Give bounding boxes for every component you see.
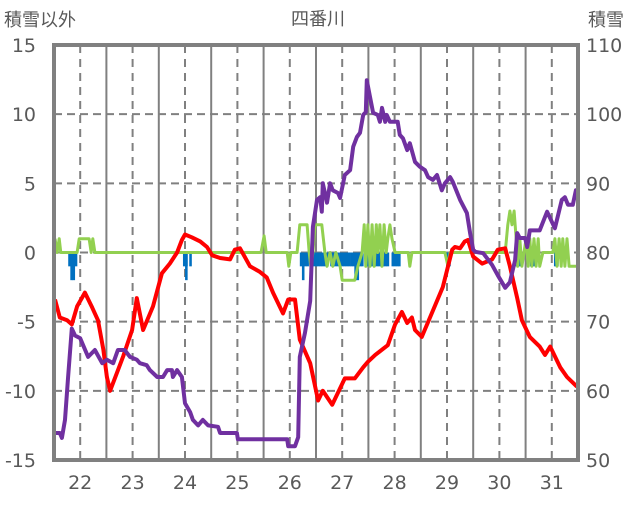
left-y-axis: 15 10 5 0 -5 -10 -15 — [5, 35, 36, 472]
y-tick-label-left: -10 — [5, 381, 36, 403]
y-tick-label-right: 100 — [586, 104, 622, 126]
left-axis-label: 積雪以外 — [4, 10, 76, 31]
bar — [319, 252, 323, 267]
bar — [352, 252, 355, 267]
bar — [375, 252, 379, 267]
series-line-purple — [55, 78, 580, 449]
x-tick-label: 31 — [540, 472, 564, 494]
bar — [70, 252, 73, 281]
y-tick-label-left: 10 — [12, 104, 36, 126]
bar — [68, 252, 71, 267]
y-tick-label-right: 110 — [586, 35, 622, 57]
bar — [189, 252, 192, 267]
x-tick-label: 28 — [383, 472, 407, 494]
bar — [72, 252, 76, 281]
bar — [345, 252, 349, 267]
bar — [339, 252, 342, 267]
x-tick-label: 30 — [487, 472, 511, 494]
bar — [313, 252, 316, 267]
y-tick-label-left: 15 — [12, 35, 36, 57]
bar — [343, 252, 347, 267]
bar — [391, 252, 395, 267]
y-tick-label-left: -15 — [5, 450, 36, 472]
bar — [341, 252, 344, 267]
x-tick-label: 24 — [173, 472, 197, 494]
right-axis-label: 積雪 — [588, 10, 624, 31]
y-tick-label-right: 70 — [586, 312, 610, 334]
bar — [301, 252, 305, 281]
bar — [386, 252, 390, 267]
x-axis: 22 23 24 25 26 27 28 29 30 31 — [68, 472, 564, 494]
series-line-red — [53, 232, 579, 407]
bar — [306, 252, 309, 267]
bar — [377, 252, 381, 267]
y-tick-label-left: -5 — [17, 312, 36, 334]
bar — [315, 252, 318, 267]
bar — [395, 252, 399, 267]
bar — [393, 252, 397, 267]
bar — [321, 252, 325, 267]
bar — [182, 252, 186, 267]
bar — [299, 252, 303, 267]
bar — [350, 252, 353, 267]
y-tick-label-left: 5 — [24, 173, 36, 195]
y-tick-label-right: 80 — [586, 243, 610, 265]
bar — [384, 252, 388, 267]
x-tick-label: 25 — [225, 472, 249, 494]
y-tick-label-left: 0 — [24, 243, 36, 265]
x-tick-label: 26 — [278, 472, 302, 494]
x-tick-label: 27 — [330, 472, 354, 494]
y-tick-label-right: 60 — [586, 381, 610, 403]
bar — [347, 252, 351, 267]
bar — [317, 252, 320, 267]
bar — [74, 252, 78, 267]
x-tick-label: 23 — [121, 472, 145, 494]
bar — [304, 252, 307, 267]
bar — [361, 252, 364, 267]
x-tick-label: 22 — [68, 472, 92, 494]
bar — [185, 252, 188, 281]
plot-area — [53, 78, 580, 449]
series-line-green — [53, 209, 578, 282]
chart-title: 四番川 — [291, 9, 345, 30]
y-tick-label-right: 90 — [586, 173, 610, 195]
bar — [398, 252, 401, 267]
bar — [354, 252, 357, 281]
x-tick-label: 29 — [435, 472, 459, 494]
plot-border — [52, 43, 580, 462]
right-y-axis: 110 100 90 80 70 60 50 — [586, 35, 622, 472]
y-tick-label-right: 50 — [586, 450, 610, 472]
